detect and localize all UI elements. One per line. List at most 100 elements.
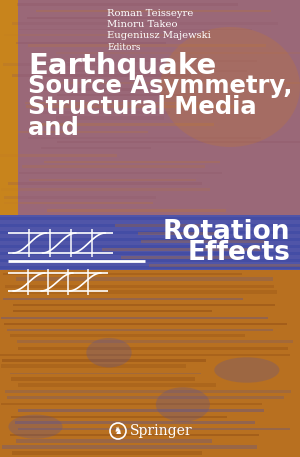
Bar xyxy=(29,179,197,181)
Bar xyxy=(1,364,186,368)
Bar xyxy=(11,416,227,418)
Bar xyxy=(44,161,220,164)
Text: ♞: ♞ xyxy=(114,425,122,436)
Bar xyxy=(12,22,278,25)
Bar xyxy=(48,82,300,85)
Bar xyxy=(3,273,242,275)
Bar xyxy=(2,188,210,191)
Bar xyxy=(18,409,264,412)
Text: Rotation: Rotation xyxy=(163,219,290,245)
Text: Eugeniusz Majewski: Eugeniusz Majewski xyxy=(107,31,211,40)
Bar xyxy=(47,209,226,212)
Bar xyxy=(19,172,222,174)
Ellipse shape xyxy=(8,414,63,439)
Bar xyxy=(16,42,166,44)
Text: Source Asymmetry,: Source Asymmetry, xyxy=(28,74,292,98)
Bar xyxy=(0,0,18,215)
Bar xyxy=(31,122,214,126)
Ellipse shape xyxy=(214,357,280,383)
Bar xyxy=(16,439,212,442)
Bar xyxy=(11,372,201,374)
Text: Editors: Editors xyxy=(107,43,140,52)
Bar xyxy=(0,224,300,227)
Bar xyxy=(3,64,104,65)
Bar xyxy=(0,231,300,234)
Text: Minoru Takeo: Minoru Takeo xyxy=(107,20,178,29)
Bar xyxy=(19,29,252,31)
Bar xyxy=(1,403,262,405)
Bar xyxy=(22,165,205,168)
Bar xyxy=(0,266,300,269)
Bar xyxy=(0,217,300,220)
Bar xyxy=(0,259,300,262)
Text: Effects: Effects xyxy=(187,240,290,266)
Bar xyxy=(56,52,300,54)
Bar xyxy=(13,304,274,306)
Bar xyxy=(12,451,202,455)
Bar xyxy=(0,238,300,241)
Bar xyxy=(57,141,300,143)
Bar xyxy=(0,215,300,270)
Bar xyxy=(5,285,274,287)
Bar xyxy=(0,245,300,248)
Bar xyxy=(18,131,148,133)
Bar xyxy=(2,359,206,362)
Bar xyxy=(8,329,273,331)
Bar xyxy=(18,346,288,350)
Bar xyxy=(4,323,287,325)
Text: and: and xyxy=(28,116,79,140)
Bar xyxy=(4,34,169,36)
Bar xyxy=(34,88,165,91)
Bar xyxy=(116,224,200,227)
Ellipse shape xyxy=(160,27,300,147)
Bar xyxy=(0,154,117,157)
Bar xyxy=(28,44,266,47)
Bar xyxy=(17,3,238,6)
Bar xyxy=(26,105,234,107)
Bar xyxy=(16,277,273,282)
Bar xyxy=(27,17,177,19)
Bar xyxy=(12,74,191,77)
Bar xyxy=(4,196,156,199)
Bar xyxy=(1,317,268,319)
Bar xyxy=(41,147,151,149)
Bar xyxy=(18,429,290,430)
Bar xyxy=(10,334,245,337)
Bar xyxy=(49,70,247,72)
Bar xyxy=(36,11,271,12)
Bar xyxy=(121,256,241,259)
Bar xyxy=(15,421,255,424)
Bar xyxy=(3,298,243,300)
Text: Earthquake: Earthquake xyxy=(28,52,216,80)
Bar xyxy=(5,390,291,393)
Bar xyxy=(18,383,216,387)
Bar xyxy=(43,111,169,114)
Bar xyxy=(25,102,208,104)
Bar xyxy=(0,252,300,255)
Bar xyxy=(2,445,257,449)
Ellipse shape xyxy=(156,387,210,422)
Bar xyxy=(10,291,278,294)
Bar xyxy=(56,94,180,96)
Text: Structural Media: Structural Media xyxy=(28,95,256,119)
Bar xyxy=(102,248,261,251)
Bar xyxy=(11,377,195,381)
Bar xyxy=(14,310,212,313)
Bar xyxy=(141,240,265,243)
Bar xyxy=(149,264,300,267)
Bar xyxy=(8,182,202,185)
Text: Springer: Springer xyxy=(130,424,193,438)
Text: Roman Teisseyre: Roman Teisseyre xyxy=(107,9,194,18)
Bar xyxy=(4,202,153,204)
Bar xyxy=(138,232,217,235)
Bar xyxy=(32,59,257,62)
Bar xyxy=(0,0,300,215)
Bar xyxy=(7,396,284,399)
Bar xyxy=(17,340,293,343)
Bar xyxy=(10,434,260,436)
Bar xyxy=(56,117,164,120)
Bar xyxy=(28,137,261,139)
Bar xyxy=(0,270,300,457)
Bar xyxy=(0,354,290,356)
Ellipse shape xyxy=(86,338,132,367)
